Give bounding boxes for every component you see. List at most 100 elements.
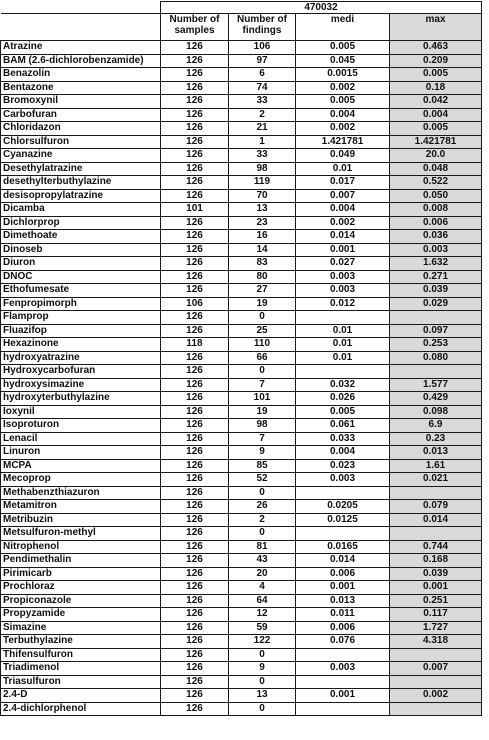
compound-name-cell: Diuron bbox=[0, 256, 161, 271]
table-row: Atrazine 126 106 0.005 0.463 bbox=[0, 40, 482, 55]
group-header-row: 470032 bbox=[0, 1, 482, 14]
max-cell bbox=[389, 310, 482, 325]
compound-name-cell: 2.4-dichlorphenol bbox=[0, 701, 161, 716]
compound-name-cell: Benazolin bbox=[0, 67, 161, 82]
col-header-samples: Number of samples bbox=[160, 13, 229, 41]
samples-cell: 126 bbox=[160, 553, 229, 568]
max-cell: 0.014 bbox=[389, 512, 482, 527]
max-cell: 0.253 bbox=[389, 337, 482, 352]
compound-name-cell: DNOC bbox=[0, 269, 161, 284]
samples-cell: 126 bbox=[160, 688, 229, 703]
compound-name-cell: Dichlorprop bbox=[0, 215, 161, 230]
compound-name-cell: Propiconazole bbox=[0, 593, 161, 608]
col-header-max: max bbox=[389, 13, 482, 41]
findings-cell: 98 bbox=[228, 418, 296, 433]
table-row: Lenacil 126 7 0.033 0.23 bbox=[0, 431, 482, 446]
medi-cell: 0.023 bbox=[295, 458, 390, 473]
findings-cell: 13 bbox=[228, 688, 296, 703]
samples-cell: 126 bbox=[160, 107, 229, 122]
max-cell bbox=[389, 526, 482, 541]
findings-cell: 98 bbox=[228, 161, 296, 176]
table-row: hydroxyatrazine 126 66 0.01 0.080 bbox=[0, 350, 482, 365]
compound-name-cell: Lenacil bbox=[0, 431, 161, 446]
findings-cell: 0 bbox=[228, 526, 296, 541]
corner-cell bbox=[0, 1, 161, 14]
findings-cell: 0 bbox=[228, 647, 296, 662]
findings-cell: 23 bbox=[228, 215, 296, 230]
max-cell: 0.271 bbox=[389, 269, 482, 284]
table-row: Fenpropimorph 106 19 0.012 0.029 bbox=[0, 296, 482, 311]
compound-name-cell: Simazine bbox=[0, 620, 161, 635]
max-cell bbox=[389, 485, 482, 500]
compound-name-cell: Flamprop bbox=[0, 310, 161, 325]
max-cell: 0.039 bbox=[389, 566, 482, 581]
medi-cell: 0.01 bbox=[295, 337, 390, 352]
medi-cell bbox=[295, 701, 390, 716]
samples-cell: 126 bbox=[160, 418, 229, 433]
table-row: Chloridazon 126 21 0.002 0.005 bbox=[0, 121, 482, 136]
findings-cell: 0 bbox=[228, 310, 296, 325]
max-cell: 1.421781 bbox=[389, 134, 482, 149]
medi-cell: 0.003 bbox=[295, 472, 390, 487]
medi-cell: 1.421781 bbox=[295, 134, 390, 149]
table-row: Flamprop 126 0 bbox=[0, 310, 482, 325]
compound-name-cell: BAM (2.6-dichlorobenzamide) bbox=[0, 53, 161, 68]
findings-cell: 52 bbox=[228, 472, 296, 487]
findings-cell: 43 bbox=[228, 553, 296, 568]
samples-cell: 118 bbox=[160, 337, 229, 352]
medi-cell: 0.049 bbox=[295, 148, 390, 163]
compound-name-cell: 2.4-D bbox=[0, 688, 161, 703]
findings-cell: 2 bbox=[228, 512, 296, 527]
table-row: Pirimicarb 126 20 0.006 0.039 bbox=[0, 566, 482, 581]
max-cell: 0.23 bbox=[389, 431, 482, 446]
max-cell: 0.042 bbox=[389, 94, 482, 109]
samples-cell: 126 bbox=[160, 593, 229, 608]
pesticide-findings-table: 470032 Number of samples Number of findi… bbox=[0, 1, 482, 716]
compound-name-cell: Hydroxycarbofuran bbox=[0, 364, 161, 379]
col-header-medi: medi bbox=[295, 13, 390, 41]
table-row: Thifensulfuron 126 0 bbox=[0, 647, 482, 662]
max-cell: 20.0 bbox=[389, 148, 482, 163]
max-cell: 0.097 bbox=[389, 323, 482, 338]
samples-cell: 126 bbox=[160, 620, 229, 635]
table-row: Ethofumesate 126 27 0.003 0.039 bbox=[0, 283, 482, 298]
samples-cell: 126 bbox=[160, 485, 229, 500]
medi-cell: 0.007 bbox=[295, 188, 390, 203]
samples-cell: 126 bbox=[160, 458, 229, 473]
samples-cell: 126 bbox=[160, 391, 229, 406]
compound-name-cell: Dinoseb bbox=[0, 242, 161, 257]
compound-name-cell: Mecoprop bbox=[0, 472, 161, 487]
compound-name-cell: Chlorsulfuron bbox=[0, 134, 161, 149]
medi-cell: 0.001 bbox=[295, 688, 390, 703]
findings-cell: 27 bbox=[228, 283, 296, 298]
samples-cell: 126 bbox=[160, 229, 229, 244]
compound-name-cell: Ethofumesate bbox=[0, 283, 161, 298]
compound-name-cell: Bromoxynil bbox=[0, 94, 161, 109]
compound-name-cell: hydroxyterbuthylazine bbox=[0, 391, 161, 406]
table-row: MCPA 126 85 0.023 1.61 bbox=[0, 458, 482, 473]
max-cell: 0.050 bbox=[389, 188, 482, 203]
medi-cell: 0.032 bbox=[295, 377, 390, 392]
max-cell bbox=[389, 701, 482, 716]
samples-cell: 126 bbox=[160, 134, 229, 149]
max-cell: 0.079 bbox=[389, 499, 482, 514]
max-cell: 1.632 bbox=[389, 256, 482, 271]
medi-cell: 0.004 bbox=[295, 445, 390, 460]
samples-cell: 126 bbox=[160, 526, 229, 541]
table-row: Nitrophenol 126 81 0.0165 0.744 bbox=[0, 539, 482, 554]
compound-name-cell: Prochloraz bbox=[0, 580, 161, 595]
samples-cell: 126 bbox=[160, 161, 229, 176]
max-cell: 0.429 bbox=[389, 391, 482, 406]
compound-name-cell: Hexazinone bbox=[0, 337, 161, 352]
table-row: Prochloraz 126 4 0.001 0.001 bbox=[0, 580, 482, 595]
compound-name-cell: Dicamba bbox=[0, 202, 161, 217]
samples-cell: 126 bbox=[160, 607, 229, 622]
table-row: Hydroxycarbofuran 126 0 bbox=[0, 364, 482, 379]
findings-cell: 74 bbox=[228, 80, 296, 95]
compound-name-cell: Isoproturon bbox=[0, 418, 161, 433]
findings-cell: 122 bbox=[228, 634, 296, 649]
max-cell: 0.004 bbox=[389, 107, 482, 122]
max-cell: 0.080 bbox=[389, 350, 482, 365]
findings-cell: 19 bbox=[228, 404, 296, 419]
max-cell: 0.744 bbox=[389, 539, 482, 554]
